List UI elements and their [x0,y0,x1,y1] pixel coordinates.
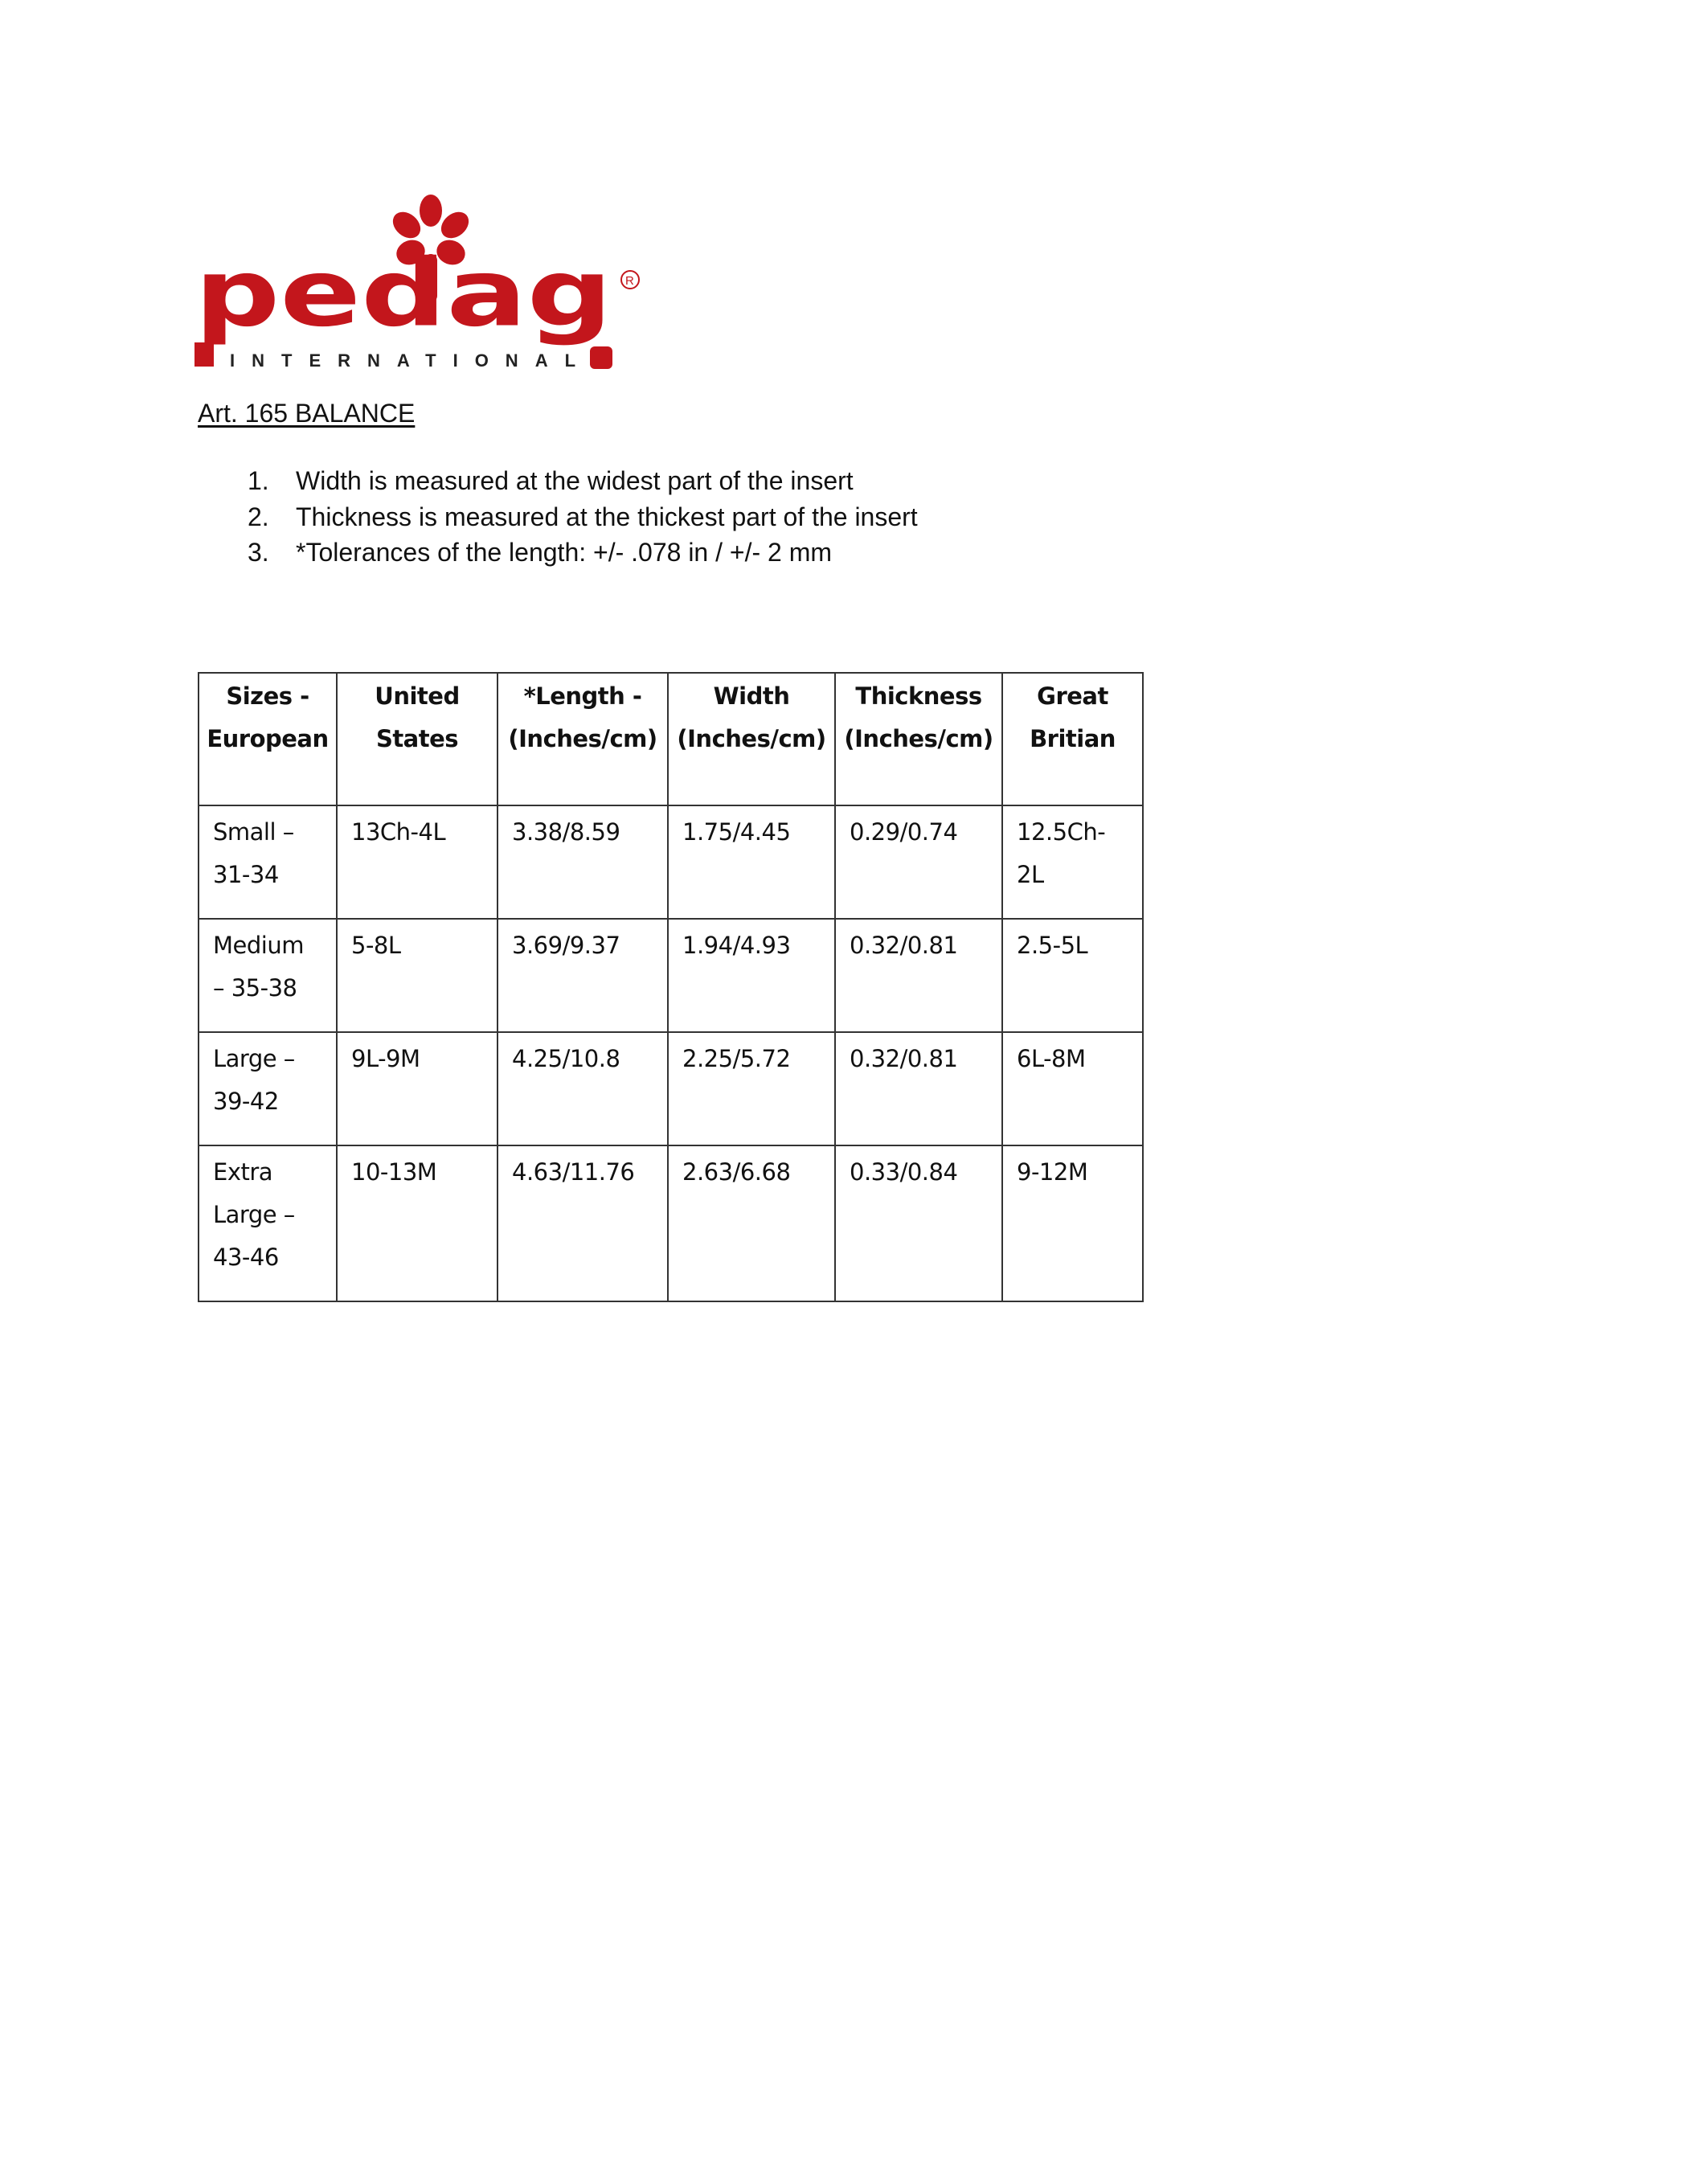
table-cell: Extra Large – 43-46 [198,1145,338,1302]
table-row: Extra Large – 43-46 10-13M 4.63/11.76 2.63/6.… [198,1145,1144,1302]
column-header: Sizes - European [198,672,338,806]
article-title: Art. 165 BALANCE [198,399,416,428]
svg-text:R: R [625,274,634,288]
cell-text: 39-42 [213,1088,279,1115]
svg-text:INTERNATIONAL: INTERNATIONAL [230,350,592,371]
size-table: Sizes - European United States *Length - (Inc… [198,672,1144,1302]
cell-text: Large – [213,1045,295,1072]
svg-text:pedag: pedag [194,240,612,347]
header-text: United [375,682,460,710]
header-text: *Length - [523,682,642,710]
cell-text: Large – [213,1201,295,1228]
header-text: States [375,725,459,752]
table-row: Large – 39-42 9L-9M 4.25/10.8 2.25/5.72 0.32/… [198,1031,1144,1146]
header-row: Sizes - European United States *Length - (Inc… [198,672,1144,806]
table-cell: 3.38/8.59 [497,805,669,920]
table-cell: 4.63/11.76 [497,1145,669,1302]
table-cell: 5-8L [336,918,498,1033]
pedag-logo: pedag INTERNATIONAL R [194,195,640,371]
flower-icon [392,195,469,302]
table-cell: 2.5-5L [1001,918,1144,1033]
header-text: (Inches/cm) [677,725,826,752]
table-cell: 2.25/5.72 [667,1031,836,1146]
column-header: Great Britian [1001,672,1144,806]
cell-text: – 35-38 [213,974,297,1002]
table-cell: 0.32/0.81 [834,1031,1003,1146]
note-number: 1. [248,466,269,495]
table-cell: 2.63/6.68 [667,1145,836,1302]
table-cell: Large – 39-42 [198,1031,338,1146]
header-text: Thickness [855,682,982,710]
header-text: Sizes - [226,682,309,710]
header-text: (Inches/cm) [844,725,993,752]
column-header: Thickness (Inches/cm) [834,672,1003,806]
header-text: Width [713,682,790,710]
table-cell: Medium – 35-38 [198,918,338,1033]
table-row: Medium – 35-38 5-8L 3.69/9.37 1.94/4.93 0.32/… [198,918,1144,1033]
header-text: Great [1037,682,1108,710]
table-cell: 1.94/4.93 [667,918,836,1033]
table-cell: 0.32/0.81 [834,918,1003,1033]
header-text: European [207,725,329,752]
table-cell: 9L-9M [336,1031,498,1146]
column-header: United States [336,672,498,806]
column-header: *Length - (Inches/cm) [497,672,669,806]
table-cell: 4.25/10.8 [497,1031,669,1146]
table-cell: 3.69/9.37 [497,918,669,1033]
cell-text: Small – [213,818,294,846]
table-cell: 10-13M [336,1145,498,1302]
table-cell: 13Ch-4L [336,805,498,920]
table-cell: 9-12M [1001,1145,1144,1302]
note-text: *Tolerances of the length: +/- .078 in /… [296,538,833,567]
table-cell: 0.33/0.84 [834,1145,1003,1302]
cell-text: 43-46 [213,1244,279,1271]
table-cell: 6L-8M [1001,1031,1144,1146]
cell-text: Medium [213,932,304,959]
note-number: 2. [248,502,269,531]
note-text: Width is measured at the widest part of … [296,466,854,495]
column-header: Width (Inches/cm) [667,672,836,806]
header-text: Britian [1030,725,1116,752]
table-cell: 12.5Ch-2L [1001,805,1144,920]
note-number: 3. [248,538,269,567]
cell-text: 31-34 [213,861,279,888]
cell-text: Extra [213,1158,273,1186]
table-cell: 1.75/4.45 [667,805,836,920]
table-cell: Small – 31-34 [198,805,338,920]
header-text: (Inches/cm) [508,725,657,752]
table-row: Small – 31-34 13Ch-4L 3.38/8.59 1.75/4.45 0.2… [198,805,1144,920]
note-text: Thickness is measured at the thickest pa… [296,502,918,531]
table-cell: 0.29/0.74 [834,805,1003,920]
